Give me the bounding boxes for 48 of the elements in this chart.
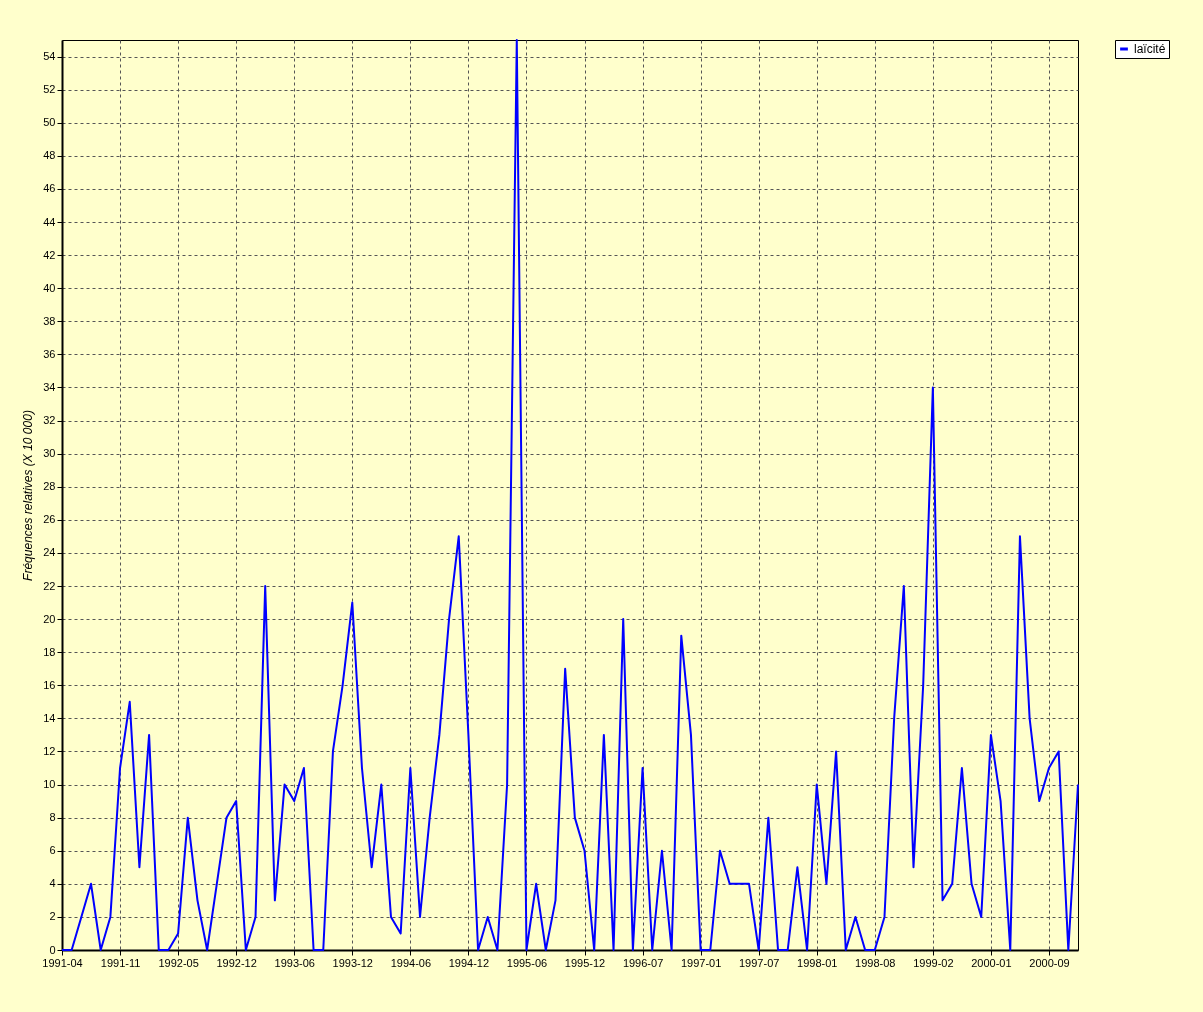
y-tick-label: 6 [49,844,56,857]
y-tick-label: 48 [43,149,56,162]
y-tick-label: 42 [43,248,56,261]
y-tick-label: 32 [43,414,56,427]
y-tick-label: 38 [43,314,56,327]
x-tick-label: 1992-12 [216,956,257,969]
y-tick-label: 52 [43,83,56,96]
x-tick-label: 2000-01 [971,956,1012,969]
y-tick-label: 10 [43,778,56,791]
y-tick-label: 4 [49,877,56,890]
y-tick-label: 50 [43,116,56,129]
y-tick-label: 18 [43,645,56,658]
y-tick-label: 16 [43,678,56,691]
y-tick-label: 46 [43,182,56,195]
x-tick-label: 1994-12 [448,956,490,969]
x-tick-label: 1997-01 [680,956,722,969]
y-tick-label: 0 [49,943,56,956]
x-tick-label: 1993-06 [274,956,315,969]
y-tick-label: 24 [43,546,56,559]
x-tick-label: 1998-08 [855,956,896,969]
y-tick-label: 30 [43,447,56,460]
y-tick-label: 36 [43,347,56,360]
y-tick-label: 14 [43,711,56,724]
y-tick-label: 40 [43,281,56,294]
y-tick-label: 54 [43,50,56,63]
x-tick-label: 1993-12 [332,956,373,969]
x-tick-label: 1997-07 [739,956,780,969]
x-tick-label: 1992-05 [158,956,199,969]
x-tick-label: 2000-09 [1029,956,1070,969]
legend-label: laïcité [1134,42,1166,56]
y-tick-label: 12 [43,744,56,757]
y-tick-label: 34 [43,380,56,393]
x-tick-label: 1994-06 [390,956,432,969]
y-tick-label: 28 [43,480,56,493]
x-tick-label: 1996-07 [622,956,664,969]
x-tick-label: 1995-12 [564,956,606,969]
y-tick-label: 20 [43,612,56,625]
y-tick-label: 8 [49,811,56,824]
x-tick-label: 1998-01 [797,956,838,969]
y-tick-label: 26 [43,513,56,526]
y-tick-label: 2 [49,910,56,923]
x-tick-label: 1991-04 [42,956,83,969]
x-tick-label: 1991-11 [100,956,141,969]
y-tick-label: 22 [43,579,56,592]
y-axis-title: Fréquences relatives (X 10 000) [21,410,36,581]
y-tick-label: 44 [43,215,56,228]
x-tick-label: 1999-02 [913,956,954,969]
x-tick-label: 1995-06 [506,956,548,969]
